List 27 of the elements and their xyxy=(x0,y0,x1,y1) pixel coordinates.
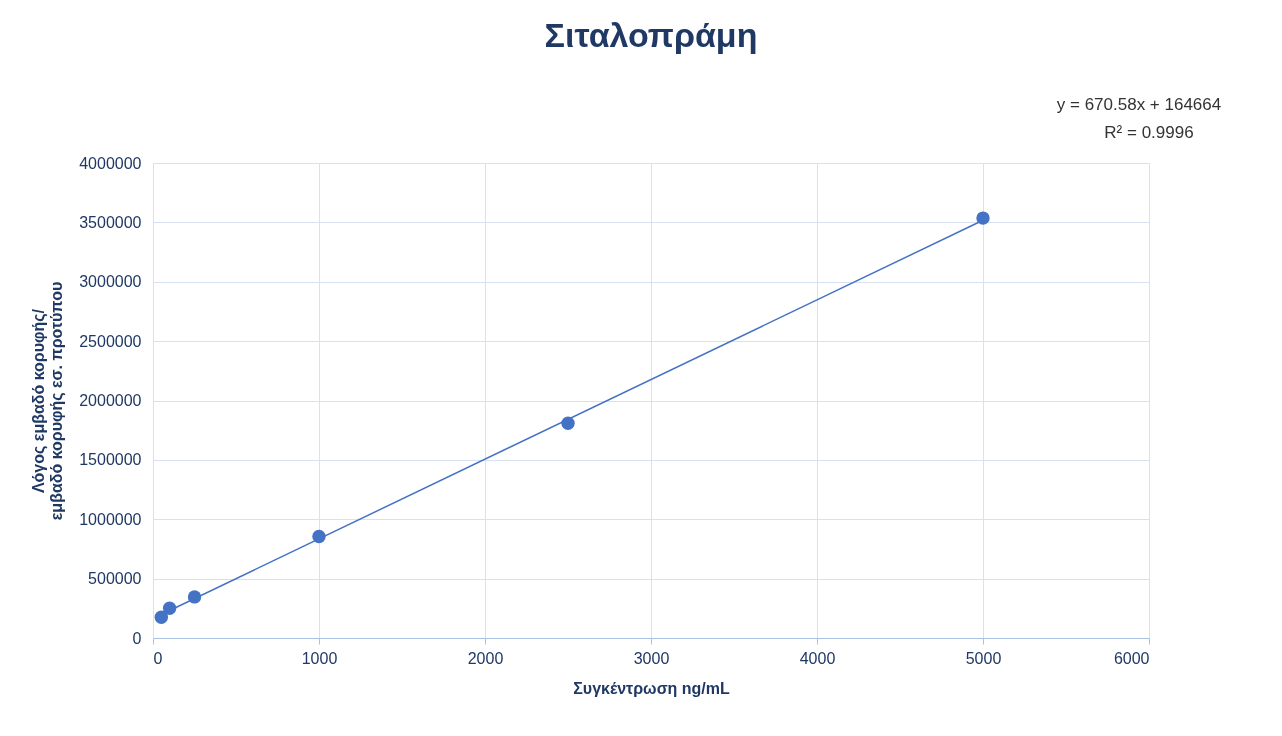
text: y = 670.58x + 164664 xyxy=(1056,95,1222,114)
chart-title: Σιταλοπράμη xyxy=(544,16,758,54)
y-tick-label: 2000000 xyxy=(79,392,142,409)
x-tick-label: 4000 xyxy=(799,649,836,667)
y-tick-label: 3000000 xyxy=(79,273,142,291)
x-tick-label: 6000 xyxy=(1113,649,1150,667)
point xyxy=(976,211,990,225)
y-axis-title: Λόγος εμβαδό κορυφής/ εμβαδό κορυφής εσ. προτύπου xyxy=(30,281,67,521)
x-tick-label: 3000 xyxy=(633,649,670,667)
point xyxy=(312,529,326,544)
y-tick-label: 1000000 xyxy=(79,510,142,528)
x-tick-label: 5000 xyxy=(965,649,1002,667)
x-axis-title: Συγκέντρωση ng/mL xyxy=(573,679,731,697)
point xyxy=(187,590,202,604)
x-tick-label: 0 xyxy=(153,649,163,667)
y-tick-label: 500000 xyxy=(88,570,142,588)
y-tick-label: 3500000 xyxy=(79,213,142,231)
y-tick-label: 0 xyxy=(132,629,142,647)
y-tick-label: 4000000 xyxy=(79,154,142,172)
point xyxy=(162,601,177,615)
x-tick-label: 1000 xyxy=(301,649,338,667)
y-tick-label: 2500000 xyxy=(79,332,142,350)
y-tick-label: 1500000 xyxy=(79,451,142,469)
text: R² = 0.9996 xyxy=(1104,123,1194,142)
point xyxy=(561,416,575,430)
point xyxy=(154,610,169,624)
x-tick-label: 2000 xyxy=(467,649,504,667)
